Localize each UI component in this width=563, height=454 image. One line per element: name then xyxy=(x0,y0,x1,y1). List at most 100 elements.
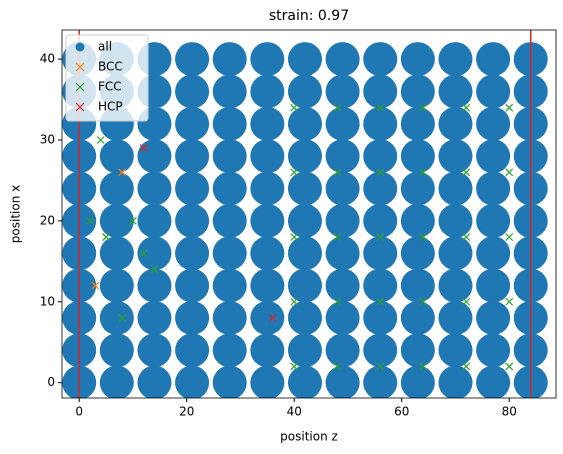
point xyxy=(137,171,172,206)
point xyxy=(99,333,134,368)
x-marker xyxy=(150,265,159,274)
x-marker xyxy=(102,233,111,241)
point xyxy=(476,106,511,141)
point xyxy=(175,333,210,368)
x-marker xyxy=(419,297,428,306)
point xyxy=(400,106,435,141)
x-tick-label: 40 xyxy=(287,405,302,419)
x-marker xyxy=(505,297,514,306)
point xyxy=(137,300,172,335)
point xyxy=(175,139,210,174)
axes-frame xyxy=(61,29,557,399)
x-tick-label: 80 xyxy=(502,405,517,419)
y-tick-label: 10 xyxy=(40,294,55,308)
point xyxy=(212,300,247,335)
legend-marker xyxy=(75,42,85,52)
point xyxy=(438,300,473,335)
point xyxy=(250,365,285,398)
x-marker xyxy=(462,233,471,241)
point xyxy=(438,106,473,141)
point xyxy=(250,333,285,368)
point xyxy=(250,236,285,271)
y-axis-label: position x xyxy=(9,185,23,243)
point xyxy=(137,365,172,398)
point xyxy=(99,268,134,303)
chart-title: strain: 0.97 xyxy=(269,8,349,24)
x-marker xyxy=(419,103,428,112)
y-tick-label: 20 xyxy=(40,213,55,227)
x-marker xyxy=(290,103,299,112)
point xyxy=(438,333,473,368)
point xyxy=(212,268,247,303)
point xyxy=(476,203,511,238)
point xyxy=(212,203,247,238)
x-marker xyxy=(75,62,85,72)
point xyxy=(438,171,473,206)
point xyxy=(175,268,210,303)
point xyxy=(325,268,360,303)
point xyxy=(99,365,134,398)
point xyxy=(400,42,435,77)
x-marker xyxy=(290,168,299,177)
point xyxy=(476,268,511,303)
x-marker xyxy=(86,216,94,225)
point xyxy=(250,203,285,238)
point xyxy=(363,171,398,206)
x-marker xyxy=(290,233,299,241)
point xyxy=(287,333,322,368)
x-marker xyxy=(139,144,148,153)
x-marker xyxy=(118,314,127,322)
point xyxy=(400,365,435,398)
point xyxy=(212,74,247,109)
point xyxy=(287,106,322,141)
point xyxy=(363,236,398,271)
point xyxy=(250,106,285,141)
point xyxy=(175,74,210,109)
point xyxy=(476,171,511,206)
point xyxy=(400,139,435,174)
legend-label: FCC xyxy=(98,80,122,94)
point xyxy=(99,300,134,335)
point xyxy=(325,74,360,109)
point xyxy=(250,268,285,303)
point xyxy=(212,139,247,174)
x-tick-label: 0 xyxy=(75,405,83,419)
point xyxy=(287,300,322,335)
point xyxy=(287,74,322,109)
point xyxy=(400,236,435,271)
point xyxy=(438,139,473,174)
x-axis-label: position z xyxy=(280,430,338,444)
point xyxy=(476,139,511,174)
y-tick-label: 40 xyxy=(40,52,55,66)
point xyxy=(325,139,360,174)
point xyxy=(99,236,134,271)
point xyxy=(325,106,360,141)
x-marker xyxy=(333,362,342,371)
point xyxy=(325,171,360,206)
x-marker xyxy=(462,362,471,371)
point xyxy=(400,300,435,335)
point xyxy=(287,203,322,238)
point xyxy=(212,236,247,271)
point xyxy=(175,42,210,77)
point xyxy=(99,203,134,238)
point xyxy=(476,333,511,368)
x-marker xyxy=(75,82,85,92)
point xyxy=(363,42,398,77)
x-marker xyxy=(139,249,148,258)
x-marker xyxy=(96,136,105,144)
x-marker xyxy=(505,233,514,241)
x-marker xyxy=(333,233,342,241)
legend-label: HCP xyxy=(98,100,123,114)
point xyxy=(476,236,511,271)
x-marker xyxy=(505,362,514,371)
x-marker xyxy=(419,168,428,177)
point xyxy=(212,171,247,206)
point xyxy=(287,236,322,271)
point xyxy=(250,74,285,109)
point xyxy=(363,139,398,174)
point xyxy=(325,300,360,335)
point xyxy=(175,365,210,398)
point xyxy=(250,171,285,206)
point xyxy=(175,236,210,271)
